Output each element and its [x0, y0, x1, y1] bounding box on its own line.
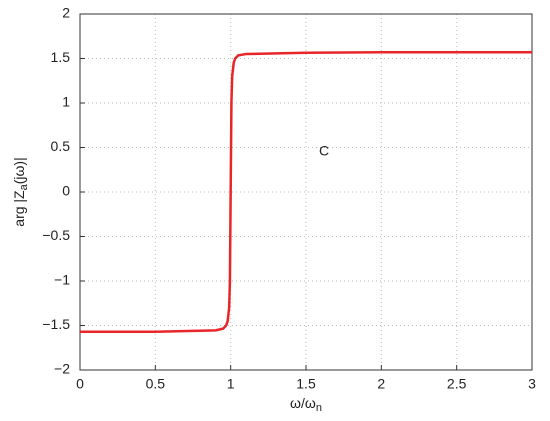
y-label-rest: (jω)| — [11, 157, 27, 184]
y-tick-label: 2 — [62, 5, 70, 21]
y-tick-label: −1 — [54, 272, 70, 288]
x-axis-label: ω/ωn — [290, 395, 322, 414]
y-axis-label: arg |Za(jω)| — [11, 157, 30, 226]
x-tick-label: 1 — [227, 376, 235, 392]
y-tick-label: −1.5 — [42, 316, 70, 332]
x-label-main: ω/ω — [290, 395, 316, 411]
data-line — [80, 51, 532, 333]
x-tick-label: 2 — [377, 376, 385, 392]
x-tick-label: 2.5 — [447, 376, 467, 392]
plot-frame — [79, 13, 533, 371]
x-tick-label: 0.5 — [146, 376, 166, 392]
annotation: C — [319, 143, 329, 159]
x-label-sub: n — [316, 402, 322, 414]
y-label-main: arg |Z — [11, 190, 27, 227]
y-label-sub: a — [18, 183, 30, 190]
y-tick-label: 0 — [62, 183, 70, 199]
x-tick-label: 0 — [76, 376, 84, 392]
y-tick-label: 0.5 — [51, 138, 71, 154]
y-tick-label: −2 — [54, 361, 70, 377]
y-tick-label: 1.5 — [51, 49, 71, 65]
y-tick-label: 1 — [62, 94, 70, 110]
x-tick-label: 3 — [528, 376, 536, 392]
x-tick-label: 1.5 — [296, 376, 316, 392]
y-tick-label: −0.5 — [42, 227, 70, 243]
